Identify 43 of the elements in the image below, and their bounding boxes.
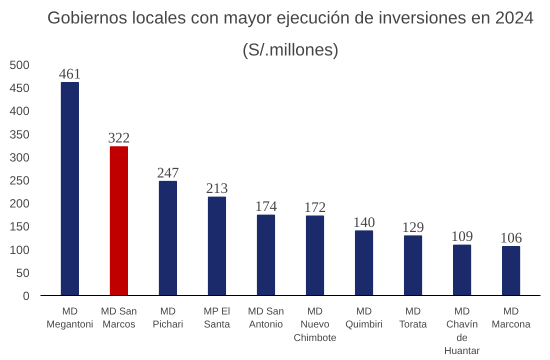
bar <box>208 196 226 296</box>
x-tick-label: MD San Marcos <box>100 306 137 331</box>
x-tick-label: MD San Antonio <box>248 306 284 331</box>
y-tick-label: 50 <box>16 266 30 280</box>
bar <box>452 244 472 296</box>
chart-title: Gobiernos locales con mayor ejecución de inversiones en 2024 <box>47 8 534 28</box>
data-label: 109 <box>451 229 474 246</box>
x-tick-label: MD Chavín de Huantar <box>444 306 481 358</box>
bar <box>158 180 178 296</box>
data-label: 461 <box>58 66 81 83</box>
x-tick-label: MD Quimbiri <box>345 306 383 331</box>
y-tick-label: 200 <box>9 196 30 211</box>
data-label: 174 <box>255 199 278 216</box>
bar <box>354 230 374 296</box>
y-tick-label: 400 <box>9 104 30 118</box>
data-label: 140 <box>353 214 376 231</box>
x-tick-label: MD Marcona <box>492 306 531 331</box>
x-tick-label: MD Torata <box>399 306 428 331</box>
data-label: 247 <box>156 165 179 182</box>
x-tick-label: MD Nuevo Chimbote <box>294 306 337 344</box>
y-tick-label: 150 <box>9 220 30 234</box>
data-label: 106 <box>500 230 522 247</box>
bar <box>502 246 520 296</box>
y-tick-label: 350 <box>9 127 30 142</box>
y-tick-label: 250 <box>9 174 30 188</box>
bar <box>60 82 79 296</box>
y-tick-label: 300 <box>9 150 30 164</box>
data-label: 172 <box>304 200 326 216</box>
chart-subtitle: (S/.millones) <box>242 40 339 60</box>
bar <box>110 146 128 296</box>
bar <box>306 216 324 296</box>
bar <box>256 214 276 296</box>
y-tick-label: 0 <box>22 289 30 303</box>
y-tick-label: 100 <box>9 242 30 257</box>
data-label: 129 <box>402 220 424 236</box>
x-tick-label: MD Pichari <box>152 306 184 331</box>
y-tick-label: 500 <box>9 58 30 72</box>
data-label: 322 <box>108 130 130 147</box>
data-label: 213 <box>206 181 228 198</box>
y-tick-label: 450 <box>9 81 30 96</box>
bar <box>404 235 422 296</box>
x-tick-label: MP El Santa <box>204 306 230 331</box>
x-tick-label: MD Megantoni <box>46 306 94 331</box>
